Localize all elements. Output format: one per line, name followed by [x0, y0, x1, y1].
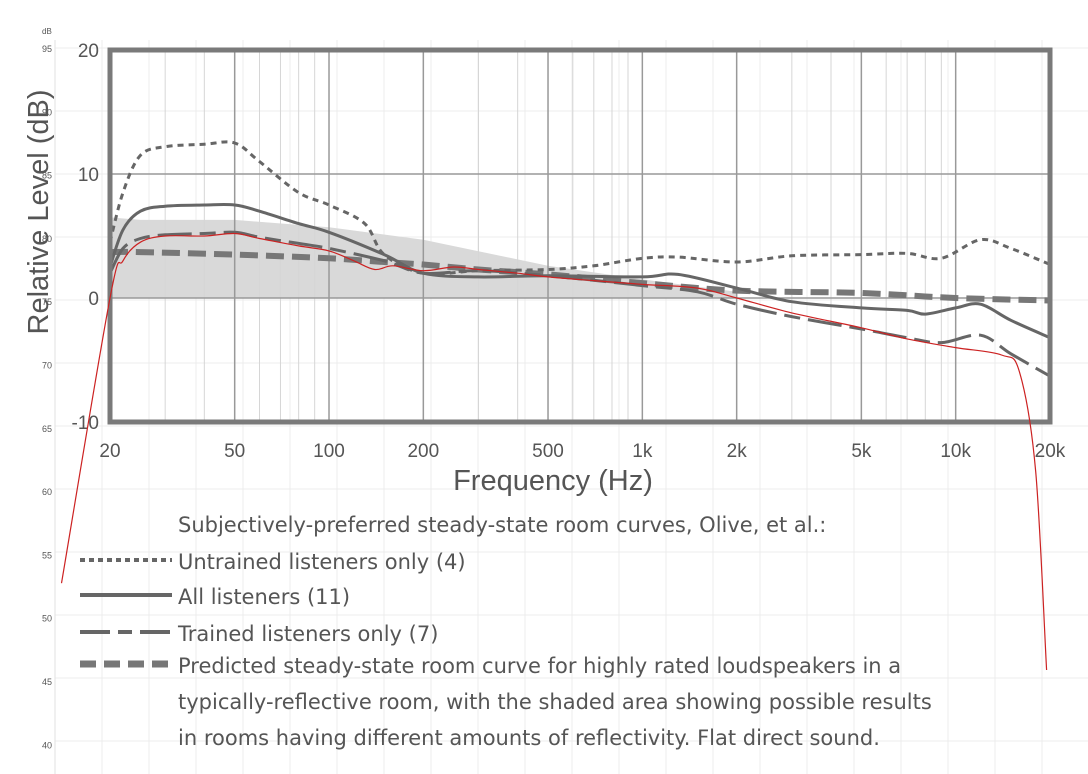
x-tick-label: 500: [532, 441, 564, 462]
legend-label-predicted-1: Predicted steady-state room curve for hi…: [178, 654, 901, 678]
background-db-unit: dB: [42, 27, 52, 36]
y-tick-label: 20: [78, 41, 99, 62]
y-tick-labels: 20 10 0 -10: [72, 41, 99, 434]
legend-label-predicted-3: in rooms having different amounts of ref…: [178, 726, 880, 750]
x-tick-labels: 20 50 100 200 500 1k 2k 5k 10k 20k: [99, 441, 1065, 462]
bg-tick-label: 85: [42, 171, 52, 181]
y-axis-label: Relative Level (dB): [23, 90, 55, 335]
x-tick-label: 2k: [727, 441, 748, 462]
bg-tick-label: 50: [42, 614, 52, 624]
series-trained-line: [108, 230, 1051, 378]
x-tick-label: 50: [224, 441, 245, 462]
legend-label-predicted-2: typically-reflective room, with the shad…: [178, 690, 932, 714]
bg-tick-label: 75: [42, 297, 52, 307]
y-tick-label: -10: [72, 413, 99, 434]
x-tick-label: 200: [407, 441, 439, 462]
legend-label-all: All listeners (11): [178, 585, 350, 609]
y-tick-label: 10: [78, 165, 99, 186]
bg-tick-label: 70: [42, 361, 52, 371]
background-db-ticks: 95 90 85 80 75 70 65 60 55 50 45 40: [42, 44, 52, 750]
x-axis-label: Frequency (Hz): [453, 465, 653, 497]
x-tick-label: 10k: [940, 441, 971, 462]
bg-tick-label: 95: [42, 44, 52, 54]
x-tick-label: 1k: [632, 441, 653, 462]
bg-tick-label: 55: [42, 550, 52, 560]
bg-tick-label: 90: [42, 107, 52, 117]
legend: Subjectively-preferred steady-state room…: [80, 513, 932, 750]
series-untrained-line: [108, 140, 1051, 276]
series-red-overlay-line: [60, 232, 1048, 671]
bg-tick-label: 40: [42, 740, 52, 750]
x-tick-label: 5k: [851, 441, 872, 462]
legend-heading: Subjectively-preferred steady-state room…: [178, 513, 826, 537]
red-overlay-group: [60, 232, 1048, 671]
bg-tick-label: 65: [42, 424, 52, 434]
bg-tick-label: 60: [42, 487, 52, 497]
bg-tick-label: 80: [42, 234, 52, 244]
x-tick-label: 100: [313, 441, 345, 462]
y-tick-label: 0: [88, 289, 99, 310]
bg-tick-label: 45: [42, 677, 52, 687]
plot-frame: [107, 47, 1053, 425]
legend-label-untrained: Untrained listeners only (4): [178, 550, 466, 574]
x-tick-label: 20: [99, 441, 120, 462]
x-tick-label: 20k: [1035, 441, 1066, 462]
legend-label-trained: Trained listeners only (7): [177, 622, 438, 646]
series-all-listeners-line: [108, 203, 1051, 340]
